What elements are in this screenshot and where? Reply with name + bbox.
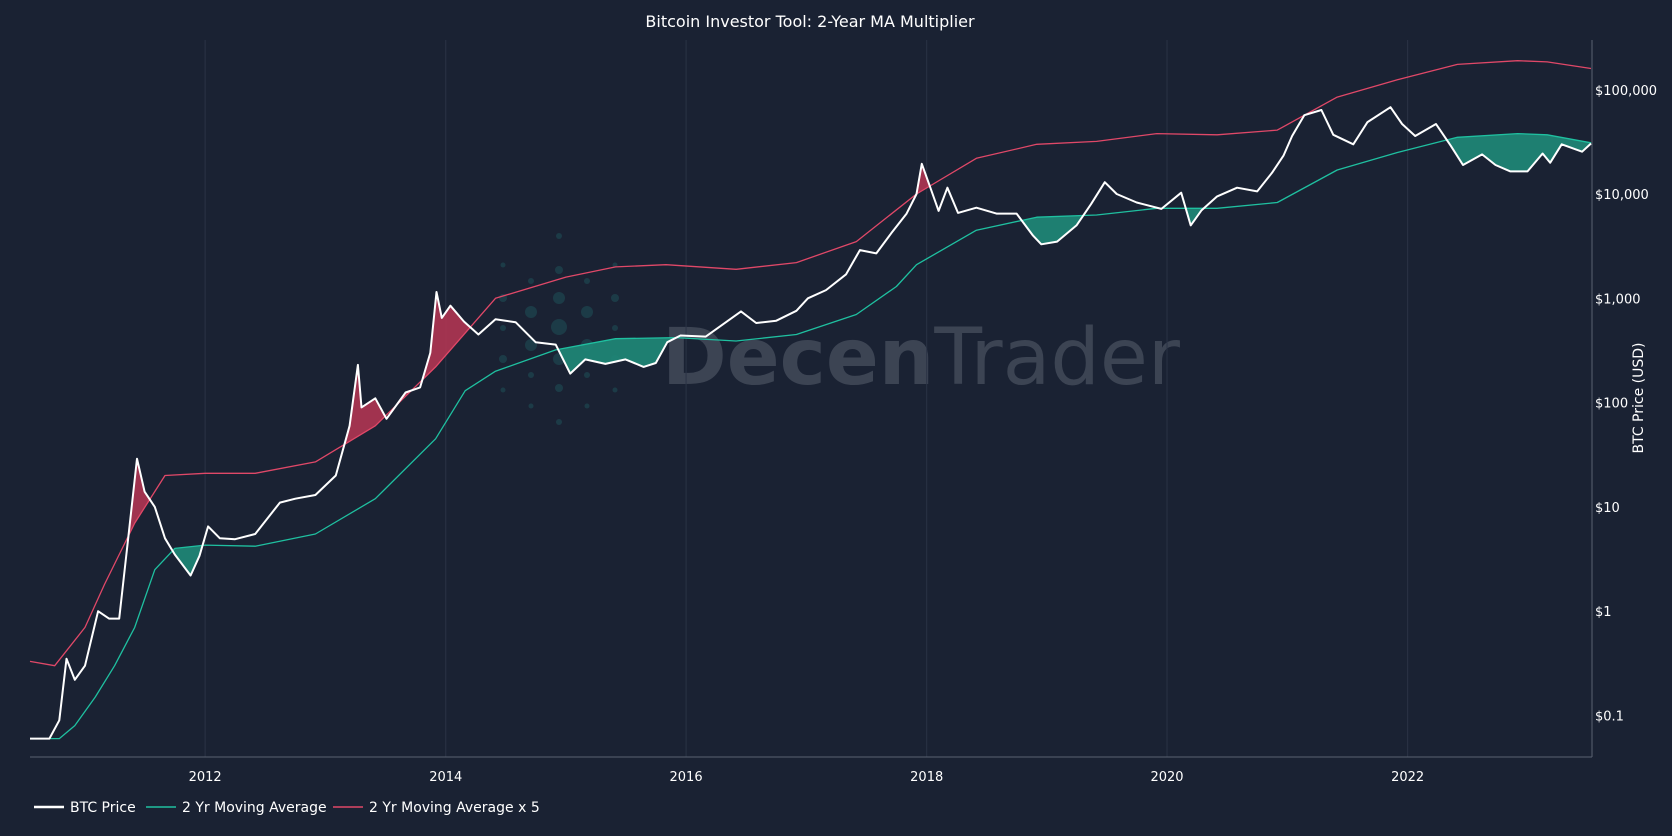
x-axis-ticks: 2012 2014 2016 2018 2020 2022: [189, 770, 1425, 785]
grid: [204, 40, 1409, 757]
x-tick-label: 2022: [1391, 770, 1424, 785]
legend-label: 2 Yr Moving Average: [182, 800, 327, 816]
watermark-text-decen: Decen: [662, 313, 934, 403]
x-tick-label: 2016: [670, 770, 703, 785]
fill-below-ma: [1021, 215, 1083, 245]
y-tick-label: $10,000: [1595, 188, 1649, 203]
watermark-text-trader: Trader: [933, 313, 1181, 403]
y-axis-ticks: $0.1 $1 $10 $100 $1,000 $10,000 $100,000: [1595, 84, 1657, 725]
fill-above-ma5: [128, 460, 150, 536]
x-tick-label: 2018: [910, 770, 943, 785]
x-tick-label: 2020: [1150, 770, 1183, 785]
fill-below-ma: [1447, 133, 1592, 172]
y-tick-label: $0.1: [1595, 709, 1624, 724]
y-tick-label: $100,000: [1595, 84, 1657, 99]
series-line-two-year-ma: [30, 132, 1592, 740]
series-lines: [29, 60, 1592, 740]
fill-below-ma: [173, 545, 202, 575]
watermark-dots-icon: [499, 233, 619, 425]
y-axis-label: BTC Price (USD): [1631, 342, 1647, 453]
x-tick-label: 2012: [189, 770, 222, 785]
x-tick-label: 2014: [429, 770, 462, 785]
y-tick-label: $1: [1595, 605, 1612, 620]
legend: BTC Price 2 Yr Moving Average 2 Yr Moving …: [34, 800, 540, 816]
y-tick-label: $1,000: [1595, 292, 1641, 307]
series-line-btc-price: [30, 106, 1592, 740]
legend-label: BTC Price: [70, 800, 136, 816]
watermark-logo: DecenTrader: [499, 233, 1181, 425]
fill-below-ma: [559, 337, 676, 373]
chart-title: Bitcoin Investor Tool: 2-Year MA Multipl…: [645, 12, 975, 31]
svg-text:DecenTrader: DecenTrader: [662, 313, 1181, 403]
y-tick-label: $10: [1595, 501, 1620, 516]
legend-label: 2 Yr Moving Average x 5: [369, 800, 540, 816]
y-tick-label: $100: [1595, 397, 1628, 412]
series-line-two-year-ma-x5: [29, 60, 1592, 667]
